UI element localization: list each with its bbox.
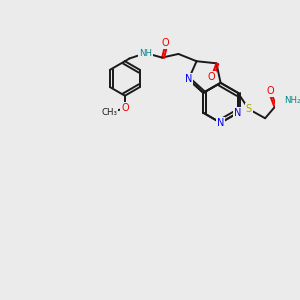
Text: NH: NH	[139, 49, 152, 58]
Text: O: O	[162, 38, 169, 48]
Text: O: O	[267, 86, 274, 96]
Text: O: O	[208, 72, 215, 82]
Text: N: N	[234, 108, 242, 118]
Text: N: N	[185, 74, 192, 85]
Text: S: S	[246, 104, 252, 114]
Text: NH₂: NH₂	[284, 96, 300, 105]
Text: N: N	[217, 118, 224, 128]
Text: CH₃: CH₃	[101, 107, 118, 116]
Text: O: O	[121, 103, 129, 113]
